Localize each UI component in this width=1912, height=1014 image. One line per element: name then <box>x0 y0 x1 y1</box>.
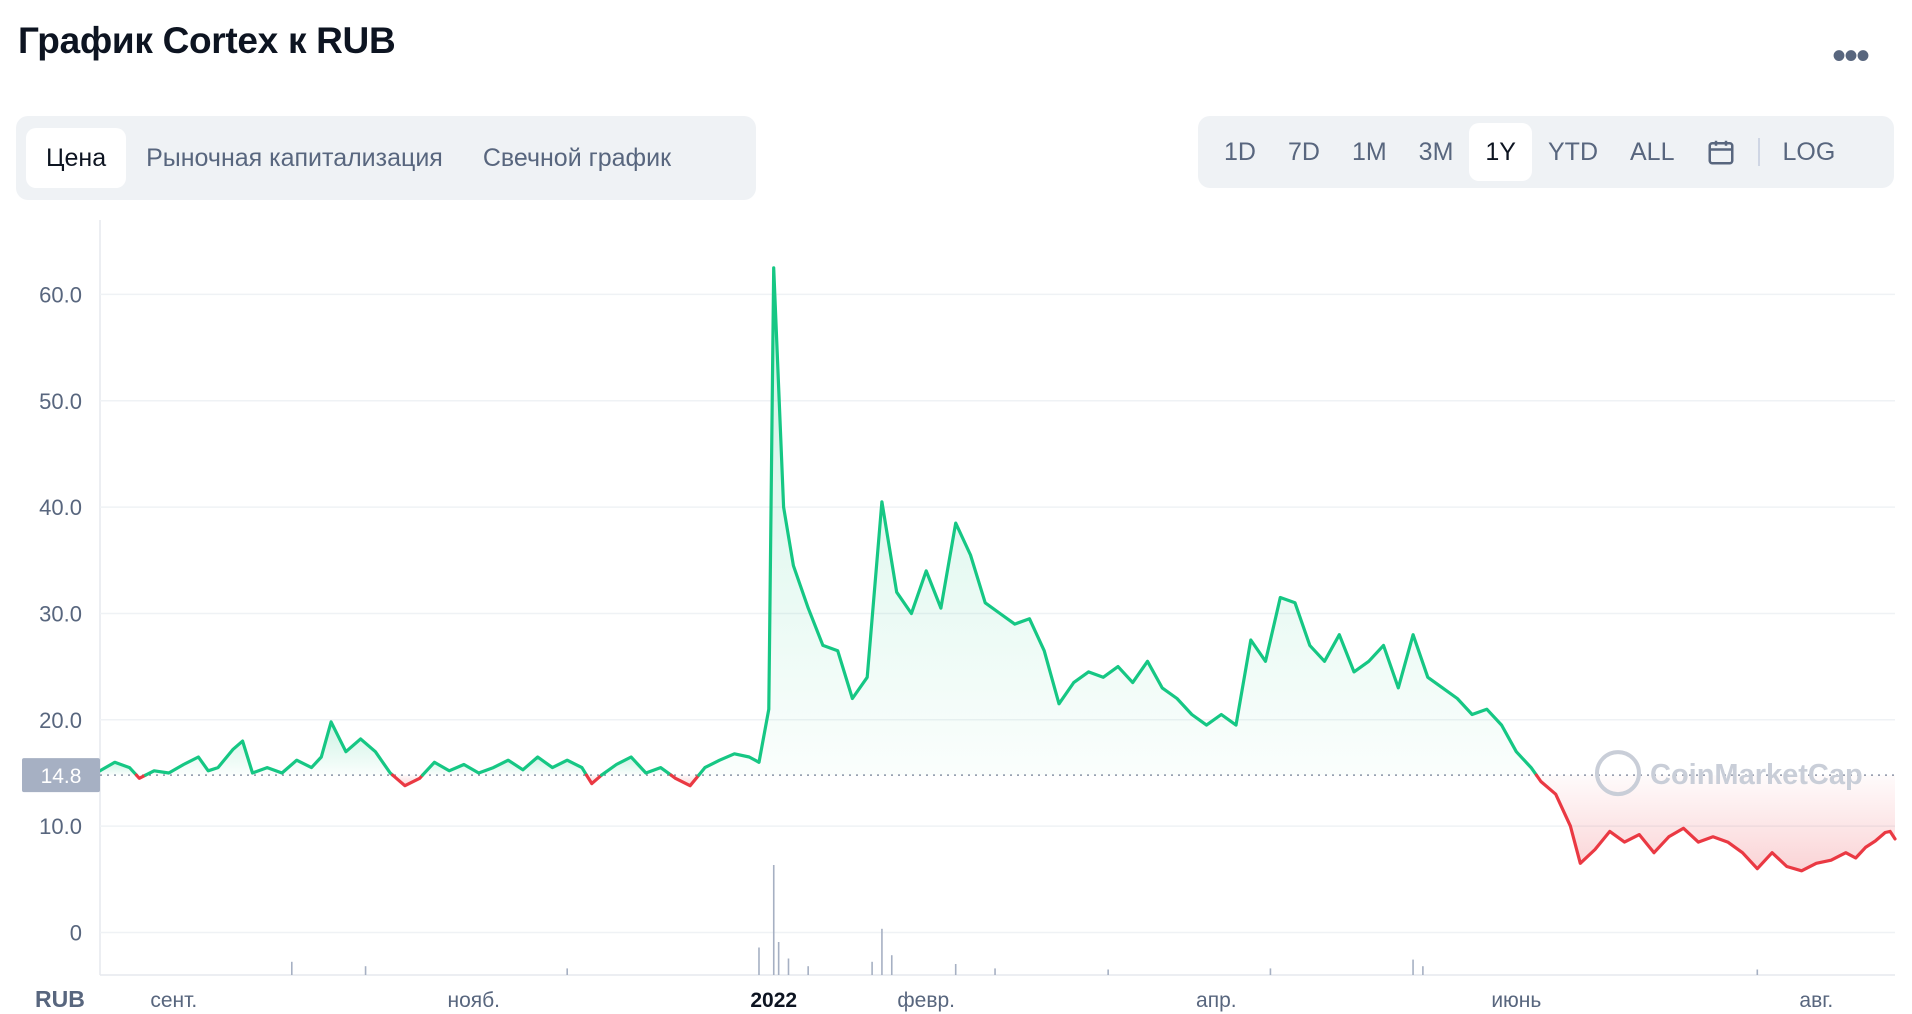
range-1m-button[interactable]: 1M <box>1351 137 1387 166</box>
range-7d-button[interactable]: 7D <box>1287 137 1320 166</box>
log-scale-button[interactable]: LOG <box>1782 137 1836 166</box>
x-tick-label: 2022 <box>750 989 797 1012</box>
time-range-tabs: 1D 7D 1M 3M 1Y YTD ALL LOG <box>1198 116 1894 188</box>
y-tick-label: 10.0 <box>39 814 82 839</box>
tab-candlestick[interactable]: Свечной график <box>482 143 672 172</box>
price-line-down <box>391 773 425 788</box>
price-area-up <box>145 721 393 776</box>
y-tick-label: 50.0 <box>39 389 82 414</box>
price-line-up <box>98 760 138 777</box>
watermark: CoinMarketCap <box>1595 750 1863 797</box>
x-tick-label: авг. <box>1799 989 1833 1012</box>
y-tick-label: 20.0 <box>39 708 82 733</box>
chart-type-tabs: Цена Рыночная капитализация Свечной граф… <box>16 116 756 200</box>
reference-value-badge <box>22 758 100 793</box>
x-tick-label: февр. <box>897 989 955 1012</box>
price-line-down <box>134 773 148 780</box>
more-options-icon[interactable]: ••• <box>1831 34 1870 78</box>
range-1y-button[interactable]: 1Y <box>1469 123 1532 181</box>
reference-value-label: 14.8 <box>41 765 82 788</box>
price-area-up <box>100 762 137 776</box>
price-line-up <box>421 755 589 777</box>
y-tick-label: 40.0 <box>39 495 82 520</box>
tab-price[interactable]: Цена <box>26 128 127 188</box>
range-all-button[interactable]: ALL <box>1630 137 1675 166</box>
coinmarketcap-logo-icon <box>1595 750 1641 797</box>
tab-market-cap[interactable]: Рыночная капитализация <box>146 143 443 172</box>
range-ytd-button[interactable]: YTD <box>1548 137 1598 166</box>
range-3m-button[interactable]: 3M <box>1418 137 1454 166</box>
range-divider <box>1758 138 1761 166</box>
currency-label: RUB <box>35 986 85 1012</box>
range-1d-button[interactable]: 1D <box>1224 137 1256 166</box>
page-title: График Cortex к RUB <box>18 20 396 61</box>
price-area-up <box>698 267 1537 776</box>
price-line-down <box>584 773 604 786</box>
price-line-down <box>1534 773 1897 873</box>
watermark-text: CoinMarketCap <box>1650 759 1863 791</box>
price-line-up <box>697 266 1538 777</box>
x-tick-label: апр. <box>1196 989 1237 1012</box>
x-tick-label: нояб. <box>447 989 500 1012</box>
y-tick-label: 60.0 <box>39 282 82 307</box>
x-tick-label: сент. <box>150 989 197 1012</box>
price-line-down <box>669 773 701 788</box>
price-line-up <box>144 720 395 777</box>
price-area-down <box>1536 775 1895 871</box>
price-line-up <box>600 755 673 777</box>
price-area-up <box>422 757 587 776</box>
price-area-down <box>392 775 423 786</box>
y-tick-label: 0 <box>70 920 82 945</box>
x-tick-label: июнь <box>1491 989 1541 1012</box>
calendar-icon[interactable] <box>1690 123 1752 181</box>
y-tick-label: 30.0 <box>39 601 82 626</box>
